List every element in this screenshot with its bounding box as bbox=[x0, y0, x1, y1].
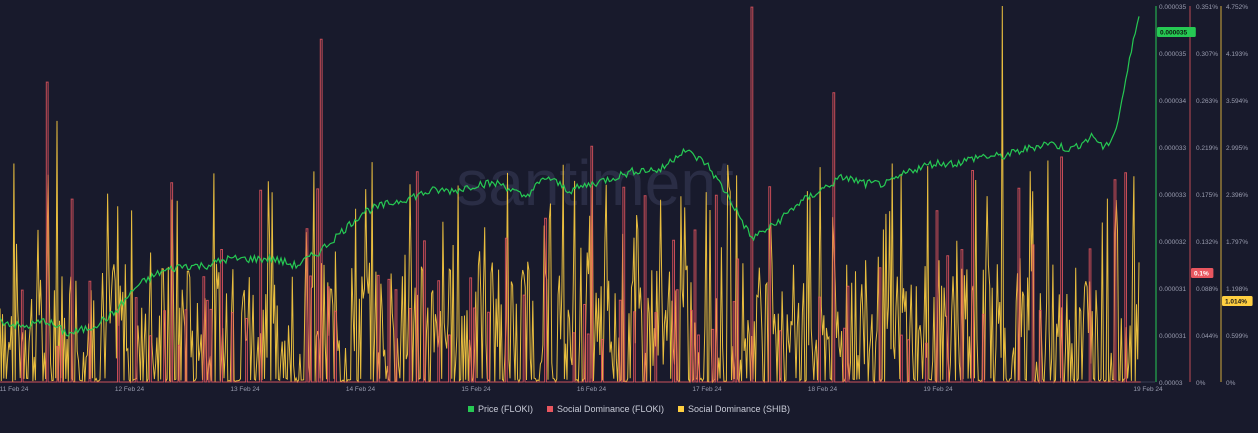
y-tick-label-floki-dominance: 0.088% bbox=[1196, 286, 1218, 293]
y-tick-label-floki-dominance: 0.132% bbox=[1196, 239, 1218, 246]
y-tick-label-floki-dominance: 0.219% bbox=[1196, 145, 1218, 152]
y-tick-label-price: 0.000035 bbox=[1159, 51, 1186, 58]
y-tick-label-floki-dominance: 0.351% bbox=[1196, 4, 1218, 11]
price-current-badge bbox=[1157, 27, 1196, 37]
x-axis: 11 Feb 24 12 Feb 24 13 Feb 24 14 Feb 24 15 F… bbox=[0, 386, 1163, 393]
y-tick-label-shib-dominance: 2.995% bbox=[1226, 145, 1248, 152]
y-tick-label-price: 0.000034 bbox=[1159, 98, 1186, 105]
y-tick-label-shib-dominance: 0.599% bbox=[1226, 333, 1248, 340]
x-tick-label: 18 Feb 24 bbox=[808, 386, 838, 393]
legend-label-price: Price (FLOKI) bbox=[477, 404, 533, 414]
legend-swatch-dominance-shib bbox=[678, 406, 684, 412]
y-tick-label-floki-dominance: 0% bbox=[1196, 380, 1206, 387]
legend-item-dominance-floki[interactable]: Social Dominance (FLOKI) bbox=[546, 404, 664, 414]
series-line-floki-dominance bbox=[0, 6, 1141, 383]
legend-item-price-floki[interactable]: Price (FLOKI) bbox=[467, 404, 533, 414]
shib-dominance-current-badge-label: 1.014% bbox=[1225, 299, 1247, 306]
x-tick-label: 16 Feb 24 bbox=[577, 386, 607, 393]
price-series bbox=[0, 16, 1140, 337]
series-line-price bbox=[0, 16, 1140, 337]
x-tick-label: 13 Feb 24 bbox=[230, 386, 260, 393]
x-tick-label: 15 Feb 24 bbox=[461, 386, 491, 393]
x-tick-label: 19 Feb 24 bbox=[1133, 386, 1163, 393]
y-tick-label-floki-dominance: 0.307% bbox=[1196, 51, 1218, 58]
grid: santiment bbox=[0, 6, 1222, 383]
floki-dominance-current-badge bbox=[1191, 268, 1214, 278]
y-tick-label-shib-dominance: 4.752% bbox=[1226, 4, 1248, 11]
x-tick-label: 11 Feb 24 bbox=[0, 386, 29, 393]
x-tick-label: 14 Feb 24 bbox=[346, 386, 376, 393]
y-tick-label-price: 0.000033 bbox=[1159, 145, 1186, 152]
price-current-badge-label: 0.000035 bbox=[1160, 30, 1187, 37]
y-tick-label-price: 0.000031 bbox=[1159, 333, 1186, 340]
y-tick-label-price: 0.000032 bbox=[1159, 239, 1186, 246]
y-tick-label-floki-dominance: 0.175% bbox=[1196, 192, 1218, 199]
y-tick-label-shib-dominance: 0% bbox=[1226, 380, 1236, 387]
y-tick-label-price: 0.000033 bbox=[1159, 192, 1186, 199]
y-tick-label-shib-dominance: 1.198% bbox=[1226, 286, 1248, 293]
dominance-series bbox=[0, 5, 1141, 384]
x-tick-label: 19 Feb 24 bbox=[923, 386, 953, 393]
floki-dominance-current-badge-label: 0.1% bbox=[1194, 271, 1209, 278]
legend-swatch-dominance-floki bbox=[546, 406, 553, 412]
y-tick-label-shib-dominance: 1.797% bbox=[1226, 239, 1248, 246]
x-tick-label: 12 Feb 24 bbox=[115, 386, 145, 393]
legend: Price (FLOKI) Social Dominance (FLOKI) S… bbox=[0, 404, 1258, 414]
y-tick-label-price: 0.000031 bbox=[1159, 286, 1186, 293]
y-tick-label-shib-dominance: 2.396% bbox=[1226, 192, 1248, 199]
x-tick-label: 17 Feb 24 bbox=[692, 386, 722, 393]
y-tick-label-price: 0.000035 bbox=[1159, 4, 1186, 11]
y-tick-label-shib-dominance: 4.193% bbox=[1226, 51, 1248, 58]
y-tick-label-floki-dominance: 0.263% bbox=[1196, 98, 1218, 105]
watermark-text: santiment bbox=[456, 147, 734, 219]
legend-label-dominance-shib: Social Dominance (SHIB) bbox=[688, 404, 791, 414]
y-tick-label-price: 0.00003 bbox=[1159, 380, 1183, 387]
shib-dominance-current-badge bbox=[1222, 296, 1253, 306]
legend-label-dominance-floki: Social Dominance (FLOKI) bbox=[556, 404, 664, 414]
legend-swatch-price bbox=[467, 406, 474, 412]
legend-item-dominance-shib[interactable]: Social Dominance (SHIB) bbox=[678, 404, 790, 414]
y-tick-label-floki-dominance: 0.044% bbox=[1196, 333, 1218, 340]
y-axes: 0.0000350.0000350.0000340.0000330.000033… bbox=[1157, 4, 1253, 387]
y-tick-label-shib-dominance: 3.594% bbox=[1226, 98, 1248, 105]
